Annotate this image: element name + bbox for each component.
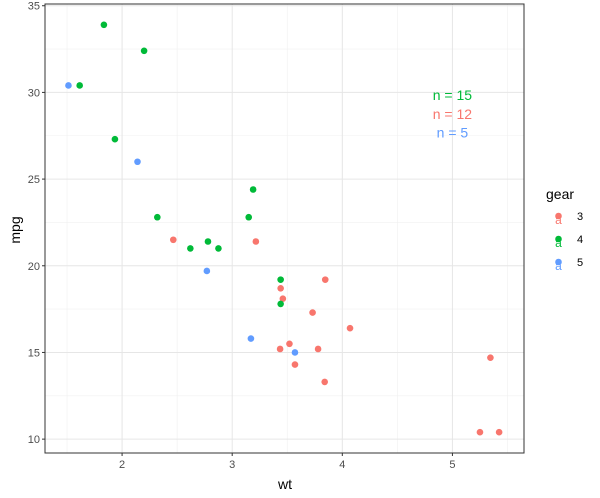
data-point-gear-3 [476,428,484,436]
data-point-gear-5 [291,349,299,356]
data-point-gear-4 [154,213,161,221]
data-point-gear-3 [279,295,287,303]
y-axis-title: mpg [7,216,23,243]
y-axis-ticks: 10 15 20 25 30 35 [28,1,45,446]
data-point-gear-4 [215,245,222,252]
legend-title: gear [546,186,574,202]
y-tick-label: 15 [28,347,40,359]
x-axis-title: wt [277,476,292,492]
legend-label: 3 [577,211,583,223]
data-point-gear-4 [249,186,257,193]
count-annotation: n = 15 [433,87,473,103]
data-points [65,21,503,436]
legend-key-point [555,212,562,220]
data-point-gear-4 [187,245,194,252]
data-point-gear-3 [487,354,494,361]
data-point-gear-3 [321,276,329,283]
legend-key: a [550,255,567,273]
count-annotation: n = 12 [433,106,473,122]
y-tick-label: 30 [28,87,40,99]
minor-gridlines [45,4,524,453]
legend-key: a [550,232,567,250]
data-point-gear-5 [203,267,211,275]
legend-label: 4 [577,234,583,246]
data-point-gear-3 [321,378,328,386]
data-point-gear-5 [247,335,255,342]
x-tick-label: 3 [229,459,235,471]
data-point-gear-3 [291,361,299,368]
legend-key-point [555,258,562,266]
data-point-gear-4 [111,135,119,143]
x-axis-ticks: 2 3 4 5 [119,453,455,471]
data-point-gear-4 [277,276,284,283]
legend-key: a [550,209,567,227]
count-annotation: n = 5 [437,124,469,140]
data-point-gear-3 [286,340,293,348]
legend-key-text-glyph: a [555,259,562,273]
data-point-gear-3 [252,238,260,245]
legend-label: 5 [577,257,583,269]
legend-key-text-glyph: a [555,213,562,227]
data-point-gear-4 [76,82,83,89]
y-tick-label: 20 [28,261,40,273]
data-point-gear-3 [495,428,503,436]
data-point-gear-4 [140,47,148,55]
annotations: n = 15 n = 12 n = 5 [433,87,473,140]
data-point-gear-4 [277,300,284,308]
data-point-gear-4 [204,238,212,245]
x-tick-label: 5 [449,459,455,471]
data-point-gear-5 [65,82,72,89]
legend: gear a 3 a 4 a 5 [546,186,583,273]
data-point-gear-3 [309,309,316,316]
y-tick-label: 35 [28,1,40,13]
panel-border [44,3,525,454]
data-point-gear-3 [346,324,354,332]
data-point-gear-3 [169,236,177,244]
x-tick-label: 4 [339,459,345,471]
data-point-gear-5 [134,158,141,166]
major-gridlines [45,4,524,453]
data-point-gear-4 [245,213,253,221]
data-point-gear-4 [100,21,108,29]
data-point-gear-3 [277,285,284,292]
data-point-gear-3 [276,345,284,353]
data-point-gear-3 [314,345,322,353]
legend-key-text-glyph: a [555,236,562,250]
legend-key-point [555,235,562,243]
y-tick-label: 25 [28,174,40,186]
y-tick-label: 10 [28,434,40,446]
x-tick-label: 2 [119,459,125,471]
